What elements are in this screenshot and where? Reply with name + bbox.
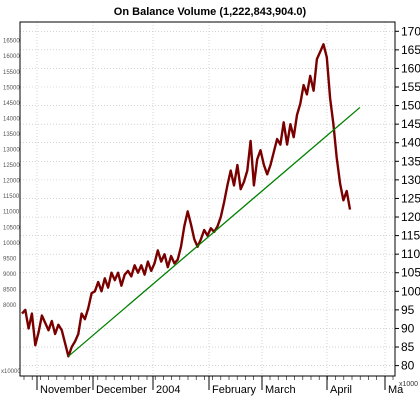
trendline: [67, 106, 361, 357]
plot-frame: [19, 21, 396, 377]
x-tick-label: February: [212, 384, 257, 396]
grid-lines: [20, 22, 395, 376]
left-tick-label: 14000: [3, 116, 20, 122]
x-tick-label: March: [265, 384, 296, 396]
right-tick-label: 95: [401, 303, 415, 317]
right-tick-label: 160: [401, 61, 420, 75]
right-tick-label: 170: [401, 24, 420, 38]
right-tick-label: 145: [401, 117, 420, 131]
left-tick-label: 16500: [3, 39, 20, 45]
x-tick-label: December: [96, 384, 147, 396]
right-axis: 80 85 90 95 100 105 110 115 120 125 130 135 140 145 15…: [395, 24, 420, 388]
right-tick-label: 80: [401, 359, 415, 373]
x-tick-label: Ma: [388, 384, 404, 396]
left-tick-label: 13000: [3, 148, 20, 154]
left-tick-label: 9500: [3, 256, 17, 262]
left-tick-label: 15500: [3, 70, 20, 76]
right-tick-label: 150: [401, 99, 420, 113]
left-tick-label: 14500: [3, 101, 20, 107]
left-tick-label: 12500: [3, 163, 20, 169]
right-tick-label: 155: [401, 80, 420, 94]
right-multiplier: x1000: [399, 381, 418, 388]
right-tick-label: 100: [401, 284, 420, 298]
right-tick-label: 115: [401, 229, 420, 243]
right-tick-label: 165: [401, 43, 420, 57]
left-multiplier: x10000: [1, 369, 21, 375]
x-tick-label: April: [330, 384, 352, 396]
left-tick-label: 10500: [3, 225, 20, 231]
left-tick-label: 13500: [3, 132, 20, 138]
right-tick-label: 85: [401, 340, 415, 354]
left-tick-label: 9000: [3, 272, 17, 278]
right-tick-label: 140: [401, 136, 420, 150]
right-tick-label: 135: [401, 154, 420, 168]
chart-title: On Balance Volume (1,222,843,904.0): [114, 6, 307, 18]
obv-series-line: [21, 43, 352, 358]
plot-area: [21, 43, 361, 358]
left-tick-label: 11500: [3, 194, 20, 200]
left-tick-label: 16000: [3, 54, 20, 60]
right-tick-label: 120: [401, 210, 420, 224]
left-tick-label: 11000: [3, 210, 20, 216]
left-tick-label: 10000: [3, 241, 20, 247]
right-tick-label: 90: [401, 321, 415, 335]
right-tick-label: 130: [401, 173, 420, 187]
x-tick-label: 2004: [156, 384, 180, 396]
left-tick-label: 8500: [3, 287, 17, 293]
left-axis: 8000 8500 9000 9500 10000 10500 11000 11500 1200…: [1, 39, 21, 375]
x-axis: November December 2004 February March April Ma: [23, 376, 404, 396]
x-tick-label: November: [40, 384, 91, 396]
right-tick-label: 105: [401, 266, 420, 280]
left-tick-label: 8000: [3, 303, 17, 309]
right-tick-label: 125: [401, 191, 420, 205]
right-tick-label: 110: [401, 247, 420, 261]
left-tick-label: 15000: [3, 85, 20, 91]
left-tick-label: 12000: [3, 179, 20, 185]
